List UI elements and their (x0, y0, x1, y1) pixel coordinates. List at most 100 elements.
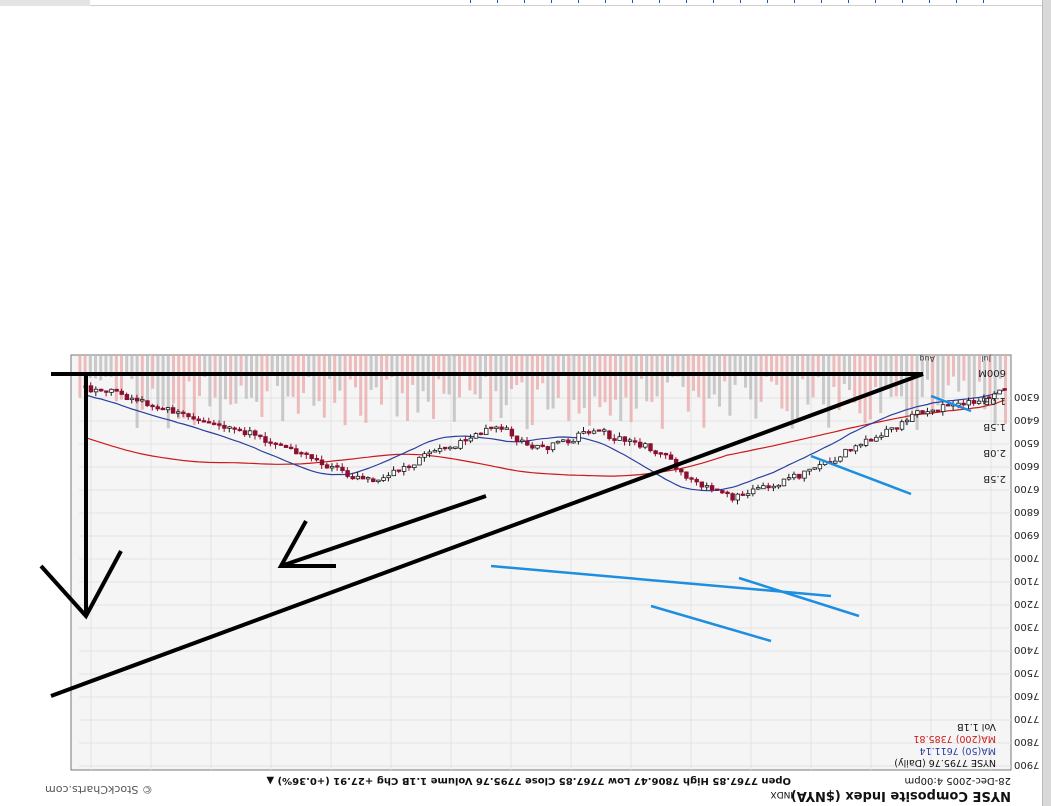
volume-bar (588, 355, 591, 426)
candle-body (997, 389, 1002, 395)
volume-bar (832, 355, 836, 387)
candle-body (124, 394, 130, 401)
price-tick-label: 7000 (1014, 552, 1039, 563)
price-tick-label: 6500 (1014, 437, 1039, 448)
volume-bar (946, 355, 950, 386)
volume-bar (525, 355, 529, 430)
ma50-layer (85, 389, 1005, 492)
candle-body (129, 397, 135, 401)
volume-bar (416, 355, 420, 413)
candle-body (648, 443, 653, 452)
candle-body (170, 407, 176, 414)
candle-body (689, 477, 694, 480)
volume-bar (187, 355, 191, 382)
candle-body (483, 427, 489, 435)
candle-body (458, 440, 463, 449)
volume-bar (614, 355, 617, 400)
candle-body (165, 407, 171, 411)
trendline (810, 454, 912, 496)
volume-bar (806, 355, 810, 405)
volume-bar (884, 355, 888, 387)
browser-top-strip (0, 0, 1051, 10)
candle-body (961, 402, 966, 406)
volume-bar (650, 355, 654, 402)
candle-body (519, 439, 525, 442)
candle-body (694, 478, 699, 483)
volume-bar (702, 355, 706, 428)
volume-bar (125, 355, 129, 376)
volume-bar (281, 355, 285, 422)
volume-bar (348, 355, 352, 380)
candle-body (632, 440, 638, 443)
candle-body (376, 479, 381, 482)
trendline (650, 604, 772, 643)
volume-bar (874, 355, 877, 388)
candle-body (725, 491, 730, 495)
candle-body (201, 420, 207, 423)
candle-body (268, 441, 273, 444)
candle-body (217, 423, 222, 426)
annotation-long-line (50, 372, 924, 698)
volume-bar (224, 355, 227, 400)
volume-bar (276, 355, 279, 386)
candle-body (494, 426, 499, 429)
volume-bar (837, 355, 841, 410)
candle-body (345, 470, 350, 477)
candle-body (278, 443, 284, 446)
volume-bar (863, 355, 867, 424)
volume-bar (629, 355, 633, 423)
legend-entry: MA(200) 7385.81 (913, 733, 996, 744)
volume-bar (411, 355, 415, 385)
volume-bar (988, 355, 992, 396)
annotation-arrow-head (39, 550, 123, 620)
ma50-line (85, 389, 1005, 492)
volume-bar (952, 355, 955, 377)
volume-bar (686, 355, 690, 412)
candle-body (771, 485, 776, 489)
price-tick-label: 7700 (1014, 713, 1039, 724)
ma200-line (85, 399, 1005, 477)
candle-body (396, 469, 402, 472)
chart-exchange: INDX (771, 789, 793, 799)
volume-bar (203, 355, 207, 378)
volume-bar (598, 355, 602, 408)
volume-bar (114, 355, 118, 402)
volume-bar (619, 355, 623, 421)
grid-layer (79, 355, 1011, 770)
volume-bar (343, 355, 347, 426)
candle-body (242, 430, 248, 436)
candle-body (535, 445, 540, 449)
volume-bar (790, 355, 794, 429)
candle-body (596, 429, 602, 432)
volume-bar (983, 355, 987, 410)
volume-bar (354, 355, 357, 388)
candle-body (283, 445, 289, 448)
volume-bar (775, 355, 779, 385)
volume-bar (577, 355, 581, 414)
candle-body (232, 427, 237, 430)
candle-body (812, 467, 817, 470)
volume-bar (166, 355, 170, 429)
volume-bar (546, 355, 550, 410)
candle-body (797, 473, 802, 479)
volume-bar (99, 355, 103, 381)
candle-body (489, 426, 494, 429)
volume-bar (520, 355, 524, 383)
volume-bar (484, 355, 487, 377)
volume-bar (998, 355, 1002, 379)
candle-body (335, 465, 340, 468)
volume-bar (364, 355, 368, 423)
volume-bar (926, 355, 929, 380)
volume-bar (749, 355, 753, 400)
volume-bar (458, 355, 461, 398)
candle-body (843, 448, 848, 458)
candle-body (987, 396, 992, 399)
price-tick-label: 6400 (1014, 414, 1039, 425)
candle-body (1002, 388, 1007, 391)
candle-body (740, 493, 746, 496)
volume-bar (957, 355, 961, 392)
candle-body (925, 411, 930, 415)
volume-bar (395, 355, 399, 417)
top-rule (90, 5, 1045, 6)
vertical-scrollbar[interactable] (1042, 0, 1051, 806)
